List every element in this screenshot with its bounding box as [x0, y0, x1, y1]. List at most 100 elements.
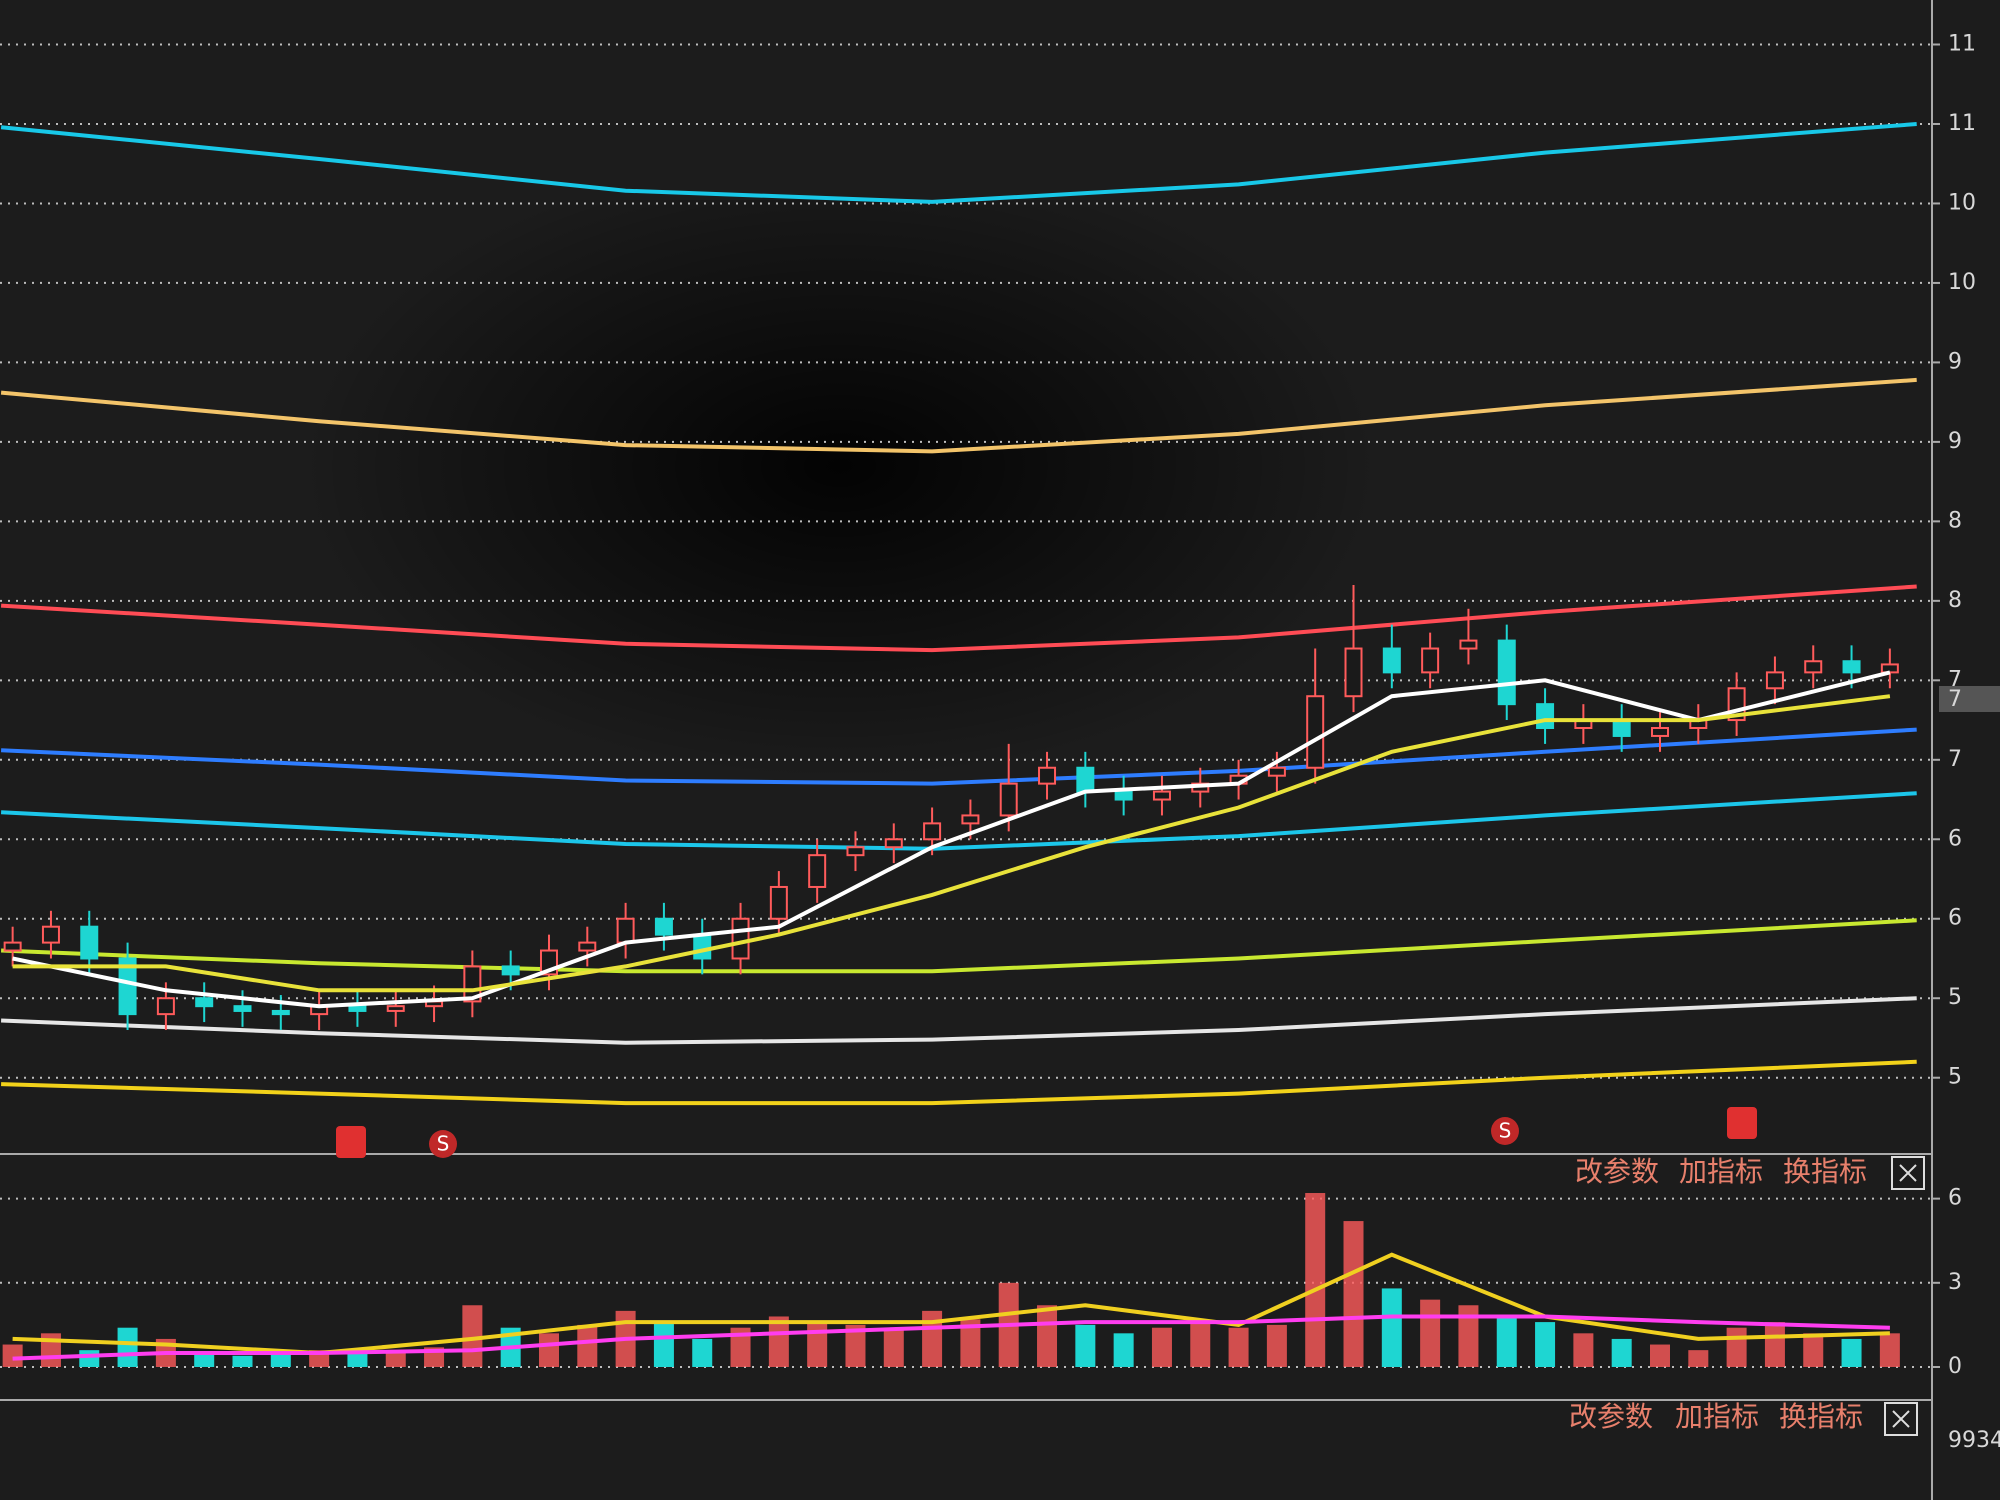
volume-bar — [117, 1327, 138, 1367]
candle-body — [1612, 719, 1631, 737]
candle-body — [846, 846, 865, 857]
y-tick-label: 10 — [1948, 190, 1976, 215]
edit-params-button[interactable]: 改参数 — [1569, 1400, 1653, 1433]
volume-bar — [1266, 1324, 1287, 1367]
volume-bar — [1496, 1316, 1517, 1367]
indicator-line — [0, 377, 1917, 454]
volume-bar — [1420, 1299, 1441, 1367]
candle-body — [1880, 663, 1899, 674]
candle-body — [731, 917, 750, 960]
candle-body — [463, 965, 482, 1003]
candle-body — [578, 941, 597, 952]
candle-body — [884, 838, 903, 849]
glare-shadow — [300, 200, 1500, 900]
indicator-line — [12, 694, 1891, 993]
add-indicator-button[interactable]: 加指标 — [1675, 1400, 1759, 1433]
indicator-line — [12, 670, 1891, 1009]
candle-body — [1536, 703, 1555, 730]
candle-body — [616, 917, 635, 944]
price-tag — [1939, 686, 2000, 712]
signal-badge — [429, 1130, 457, 1158]
volume-bar — [1228, 1327, 1249, 1367]
volume-bar — [1151, 1327, 1172, 1367]
candle-body — [1804, 660, 1823, 674]
switch-indicator-button[interactable]: 换指标 — [1783, 1155, 1867, 1188]
indicator-line — [1, 996, 1917, 1045]
indicator-line — [1, 727, 1917, 786]
candle-body — [693, 933, 712, 960]
volume-bar — [768, 1316, 789, 1367]
signal-badge — [336, 1126, 366, 1158]
volume-bar — [232, 1355, 253, 1367]
volume-bar — [1458, 1305, 1479, 1367]
add-indicator-button[interactable]: 加指标 — [1679, 1155, 1763, 1188]
candle-body — [1842, 660, 1861, 674]
volume-bar — [1037, 1305, 1058, 1367]
volume-bar — [1726, 1327, 1747, 1367]
volume-bar — [1305, 1193, 1326, 1367]
close-button[interactable] — [1884, 1402, 1918, 1436]
volume-bar — [730, 1327, 751, 1367]
y-tick-label: 6 — [1948, 1186, 1962, 1211]
indicator-line — [0, 584, 1917, 653]
volume-bar — [922, 1310, 943, 1367]
y-tick-label: 5 — [1948, 1065, 1962, 1090]
edit-params-button[interactable]: 改参数 — [1575, 1155, 1659, 1188]
candle-body — [1650, 727, 1669, 737]
indicator-line — [1, 1059, 1917, 1106]
candle-body — [1459, 639, 1478, 650]
candle-body — [1306, 695, 1325, 769]
y-tick-label: 11 — [1948, 32, 1976, 57]
y-tick-label: 11 — [1948, 111, 1976, 136]
candle-body — [1038, 766, 1057, 785]
volume-bar — [1343, 1221, 1364, 1367]
footer-value: 9934 — [1948, 1428, 2000, 1453]
candle-body — [654, 917, 673, 936]
y-tick-label: 3 — [1948, 1270, 1962, 1295]
y-tick-label: 9 — [1948, 429, 1962, 454]
volume-bar — [1535, 1322, 1556, 1367]
volume-bar — [1611, 1338, 1632, 1367]
candle-body — [923, 822, 942, 841]
candle-body — [1152, 790, 1171, 801]
candle-body — [195, 997, 214, 1008]
candle-body — [41, 925, 60, 944]
candle-body — [386, 1005, 405, 1012]
y-tick-label: 6 — [1948, 906, 1962, 931]
y-tick-label: 10 — [1948, 270, 1976, 295]
y-tick-label: 8 — [1948, 588, 1962, 613]
candle-body — [808, 854, 827, 888]
price-tag-label: 7 — [1948, 687, 1962, 712]
volume-bar — [270, 1352, 291, 1367]
volume-bar — [1381, 1288, 1402, 1367]
candle-body — [271, 1009, 290, 1016]
volume-bar — [385, 1350, 406, 1367]
volume-bar — [807, 1322, 828, 1367]
close-button[interactable] — [1891, 1156, 1925, 1190]
volume-bar — [79, 1350, 100, 1367]
volume-bar — [1841, 1338, 1862, 1367]
y-tick-label: 8 — [1948, 508, 1962, 533]
candle-body — [999, 782, 1018, 817]
candle-body — [769, 885, 788, 920]
candle-body — [1344, 647, 1363, 698]
indicator-line — [12, 1314, 1890, 1361]
candle-body — [233, 1005, 252, 1012]
candle-body — [348, 1005, 367, 1012]
indicator-line — [0, 122, 1917, 204]
candle-body — [961, 814, 980, 825]
candle-body — [80, 925, 99, 960]
candle-body — [118, 957, 137, 1016]
volume-bar — [1075, 1324, 1096, 1367]
candle-body — [1497, 639, 1516, 706]
y-tick-label: 9 — [1948, 349, 1962, 374]
volume-bar — [347, 1352, 368, 1367]
layers: 11 11 10 10 9 9 8 8 7 7 6 6 5 5 6 3 0 — [0, 32, 1976, 1379]
candle-body — [1382, 647, 1401, 674]
switch-indicator-button[interactable]: 换指标 — [1779, 1400, 1863, 1433]
signal-label: S — [437, 1132, 450, 1156]
signal-label: S — [1499, 1119, 1512, 1143]
volume-bar — [692, 1338, 713, 1367]
volume-bar — [462, 1305, 483, 1367]
